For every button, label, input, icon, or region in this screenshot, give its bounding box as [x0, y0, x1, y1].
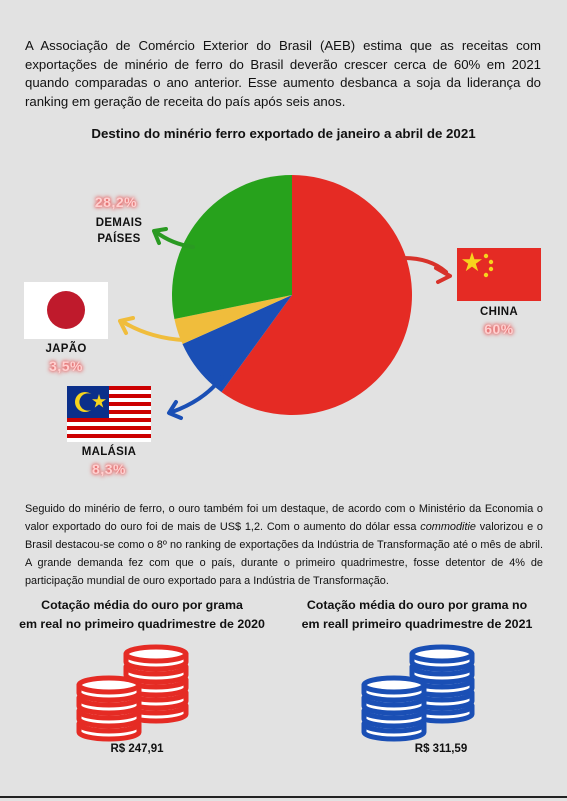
coin-top-icon [409, 644, 475, 664]
gold-2020-price: R$ 247,91 [110, 743, 164, 755]
gold-2020-title: Cotação média do ouro por grama em real … [10, 596, 274, 634]
malaysia-flag-stripe [67, 418, 151, 422]
pie-slice-demais [171, 175, 292, 319]
china-arrow-head [434, 266, 452, 284]
gold-2021-title-line2: em reall primeiro quadrimestre de 2021 [301, 617, 533, 631]
malaysia-flag-icon [67, 386, 151, 442]
demais-percent: 28,2% [94, 194, 138, 210]
gold-paragraph-italic: commoditie [420, 520, 476, 533]
china-arrow [402, 256, 448, 274]
malaysia-flag-stripe [67, 434, 151, 438]
demais-label-line1: DEMAIS [95, 217, 143, 229]
gold-2020-title-line1: Cotação média do ouro por grama [41, 598, 243, 612]
malaysia-flag-stripe [109, 394, 151, 398]
gold-2021-price: R$ 311,59 [414, 743, 468, 755]
malasia-arrow [170, 375, 224, 414]
gold-2021-title-line1: Cotação média do ouro por grama no [306, 598, 528, 612]
coin-top-icon [361, 675, 427, 695]
coin-stack-2020-icon [76, 644, 189, 742]
pie-slice-malasia [182, 295, 292, 393]
coin-stack-2021-icon [361, 644, 475, 742]
malasia-percent: 8,3% [92, 461, 126, 477]
japao-arrow-head [118, 316, 135, 335]
malaysia-flag-stripe [109, 386, 151, 390]
coin-top-icon [123, 644, 189, 664]
malasia-arrow-head [167, 400, 183, 420]
china-flag-icon [457, 248, 541, 301]
gold-paragraph-part1: Seguido do minério de ferro, o ouro tamb… [25, 503, 543, 533]
demais-label-line2: PAÍSES [97, 233, 141, 245]
malasia-label: MALÁSIA [81, 446, 137, 458]
gold-2021-title: Cotação média do ouro por grama no em re… [286, 596, 548, 634]
coin-top-icon [76, 675, 142, 695]
malaysia-flag-stripe [109, 402, 151, 406]
malaysia-flag-stripe [67, 426, 151, 430]
bottom-border [0, 796, 567, 798]
japao-percent: 3,5% [49, 358, 83, 374]
gold-paragraph: Seguido do minério de ferro, o ouro tamb… [25, 501, 543, 591]
japao-arrow [121, 320, 185, 342]
pie-slice-japao [174, 295, 292, 345]
japan-flag-icon [24, 282, 108, 339]
gold-paragraph-part2: valorizou e o Brasil destacou-se como o … [25, 520, 543, 587]
japao-label: JAPÃO [45, 343, 87, 355]
intro-paragraph: A Associação de Comércio Exterior do Bra… [25, 38, 541, 109]
china-percent: 60% [484, 321, 514, 337]
malaysia-flag-stripe [109, 410, 151, 414]
china-label: CHINA [480, 306, 518, 318]
demais-arrow-head [152, 227, 168, 245]
chart-title: Destino do minério ferro exportado de ja… [91, 126, 476, 141]
demais-arrow [154, 230, 195, 249]
gold-2020-title-line2: em real no primeiro quadrimestre de 2020 [19, 617, 265, 631]
pie-slice-china [221, 175, 412, 415]
